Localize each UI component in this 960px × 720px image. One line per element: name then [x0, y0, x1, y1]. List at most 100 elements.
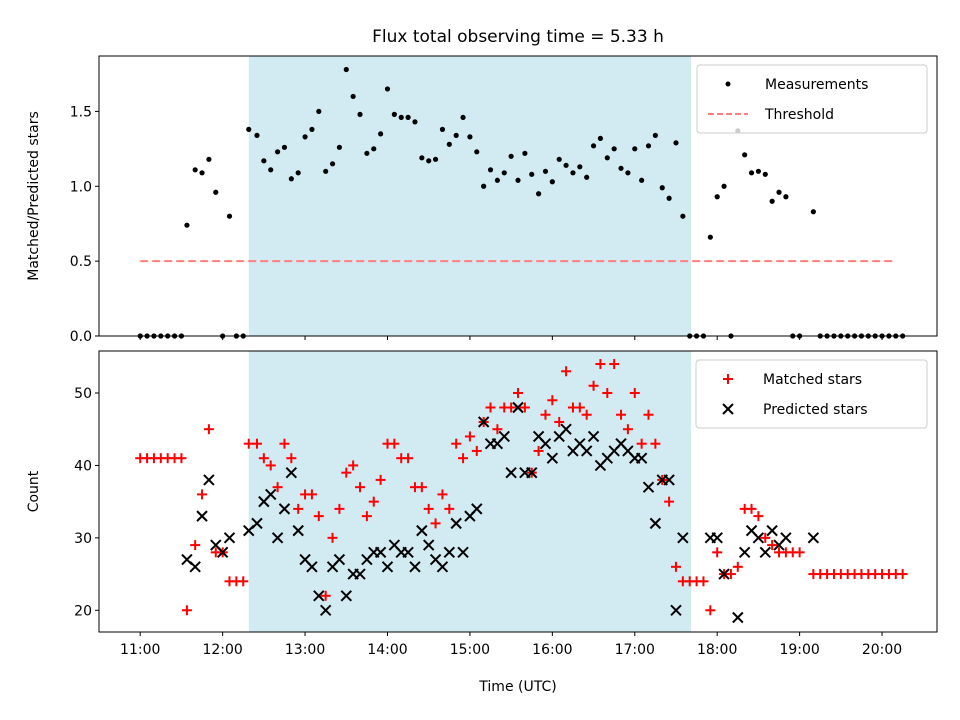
y-tick-label: 0.5 — [70, 254, 92, 270]
measurement-point — [378, 131, 384, 137]
y-tick-label: 20 — [74, 603, 92, 619]
matched-star-point — [485, 402, 496, 413]
measurement-point — [439, 126, 446, 132]
measurement-point — [281, 144, 288, 150]
predicted-star-point — [498, 430, 510, 443]
matched-star-point — [368, 496, 379, 507]
matched-star-point — [258, 453, 269, 464]
predicted-star-point — [333, 553, 346, 566]
legend-label-measurements: Measurements — [765, 77, 868, 93]
matched-star-point — [519, 402, 530, 413]
matched-star-point — [361, 511, 372, 522]
predicted-star-point — [642, 481, 655, 493]
x-tick-label: 18:00 — [697, 642, 737, 658]
measurement-point — [494, 177, 500, 183]
predicted-star-point — [374, 546, 387, 559]
measurement-point — [563, 162, 569, 168]
predicted-star-point — [306, 561, 318, 573]
measurement-point — [611, 146, 617, 152]
measurement-point — [364, 150, 370, 156]
measurement-point — [384, 86, 391, 92]
matched-star-point — [698, 576, 709, 587]
count-axes-frame — [98, 350, 938, 633]
y-tick-label: 50 — [74, 386, 92, 402]
matched-star-point — [712, 547, 723, 558]
measurement-point — [625, 170, 631, 176]
predicted-star-point — [271, 532, 284, 544]
measurement-point — [474, 149, 480, 155]
y-tick-label: 1.0 — [70, 179, 92, 195]
x-tick-label: 19:00 — [779, 642, 819, 658]
matched-star-point — [794, 547, 805, 558]
measurement-point — [246, 126, 252, 132]
measurement-point — [680, 213, 686, 219]
measurement-point — [570, 170, 576, 176]
measurement-point — [742, 152, 748, 158]
x-tick-label: 20:00 — [862, 642, 902, 658]
predicted-star-point — [409, 561, 421, 573]
observing-window-shade — [248, 351, 692, 632]
predicted-star-point — [189, 561, 201, 573]
matched-star-point — [203, 424, 214, 435]
measurement-point — [268, 167, 274, 173]
measurement-point — [529, 171, 535, 177]
matched-star-point — [423, 503, 434, 514]
measurement-point — [632, 146, 638, 152]
measurement-point — [721, 183, 727, 189]
predicted-star-point — [196, 510, 208, 522]
legend-label-matched-stars: Matched stars — [763, 372, 862, 388]
predicted-star-point — [278, 503, 291, 515]
matched-star-point — [897, 569, 908, 580]
matched-star-point — [272, 482, 283, 493]
measurement-point — [714, 194, 720, 200]
measurement-point — [446, 141, 452, 147]
x-tick-label: 11:00 — [120, 642, 160, 658]
measurement-point — [336, 144, 343, 150]
measurement-point — [432, 156, 439, 162]
x-tick-label: 16:00 — [532, 642, 572, 658]
predicted-star-point — [450, 517, 462, 530]
measurement-point — [755, 168, 762, 174]
measurement-point — [295, 170, 301, 176]
measurement-point — [184, 222, 190, 228]
measurement-point — [302, 134, 308, 140]
matched-star-point — [389, 438, 400, 449]
matched-star-point — [430, 518, 441, 529]
predicted-star-point — [752, 532, 765, 544]
predicted-star-point — [677, 532, 689, 544]
ratio-y-axis-label: Matched/Predicted stars — [26, 111, 42, 281]
count-y-axis-label: Count — [26, 470, 42, 512]
measurement-point — [549, 179, 555, 185]
predicted-star-point — [340, 590, 352, 602]
count-y-ticks: 20 30 40 50 — [74, 386, 99, 619]
predicted-star-point — [416, 524, 428, 537]
predicted-star-point — [560, 423, 572, 435]
predicted-star-point — [580, 445, 593, 457]
matched-star-point — [650, 438, 661, 449]
measurement-point — [398, 114, 404, 120]
matched-star-point — [375, 474, 386, 485]
measurement-point — [254, 132, 260, 138]
legend-marker-predicted-stars — [722, 403, 734, 415]
measurement-point — [316, 108, 322, 115]
x-tick-label: 15:00 — [450, 642, 490, 658]
matched-star-point — [753, 511, 764, 522]
predicted-star-point — [711, 532, 723, 544]
matched-star-point — [643, 409, 654, 420]
measurement-point — [604, 155, 610, 161]
measurement-point — [357, 111, 363, 117]
measurement-point — [508, 153, 514, 159]
predicted-star-point — [203, 474, 215, 486]
predicted-star-point — [402, 546, 414, 559]
measurement-point — [405, 114, 411, 120]
matched-star-point — [355, 482, 366, 493]
matched-star-point — [561, 366, 572, 377]
predicted-star-point — [477, 416, 490, 428]
measurement-point — [426, 158, 432, 164]
measurement-point — [597, 135, 604, 141]
matched-star-point — [670, 561, 681, 572]
measurement-point — [659, 185, 665, 191]
predicted-star-point — [718, 568, 730, 580]
